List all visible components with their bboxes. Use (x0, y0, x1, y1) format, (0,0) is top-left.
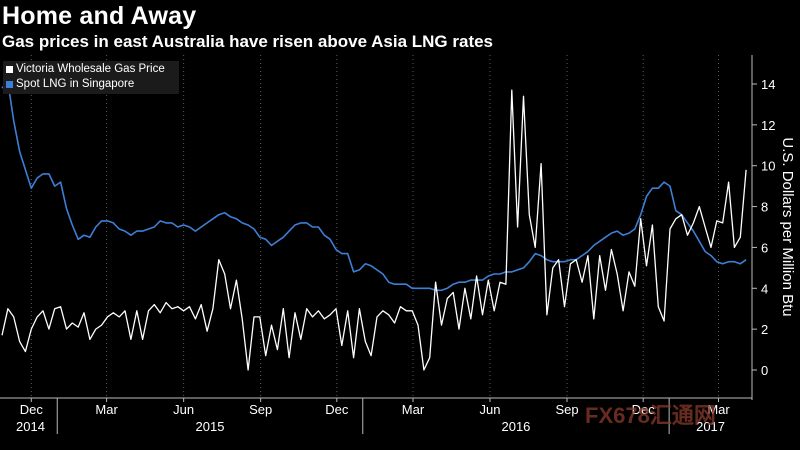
series-lines (1, 81, 747, 371)
x-tick-label-9: Mar (707, 402, 730, 417)
year-label-2017: 2017 (696, 419, 725, 434)
legend-item-victoria: Victoria Wholesale Gas Price (6, 62, 165, 77)
x-tick-label-7: Sep (555, 402, 578, 417)
x-tick-label-4: Dec (325, 402, 349, 417)
x-tick-label-6: Jun (480, 402, 501, 417)
year-label-2014: 2014 (16, 419, 45, 434)
y-tick-label-4: 4 (761, 281, 768, 296)
x-tick-label-3: Sep (249, 402, 272, 417)
x-tick-label-0: Dec (20, 402, 44, 417)
x-tick-label-5: Mar (402, 402, 425, 417)
x-axis: Dec Mar Jun Sep Dec Mar Jun Sep Dec Mar 2014 2015 20… (0, 397, 752, 434)
legend-label-victoria: Victoria Wholesale Gas Price (16, 63, 165, 75)
y-tick-label-8: 8 (761, 200, 768, 215)
legend-label-lng: Spot LNG in Singapore (16, 78, 135, 90)
y-tick-label-2: 2 (761, 322, 768, 337)
series-line-lng (1, 81, 747, 292)
year-label-2016: 2016 (501, 419, 530, 434)
series-line-victoria (1, 89, 747, 371)
x-tick-label-2: Jun (173, 402, 194, 417)
legend-swatch-victoria (6, 66, 13, 73)
y-axis: 0 2 4 6 8 10 12 14 (751, 55, 775, 400)
y-tick-label-12: 12 (761, 118, 775, 133)
year-label-2015: 2015 (196, 419, 225, 434)
chart-subtitle: Gas prices in east Australia have risen … (2, 32, 494, 51)
watermark-logo: FX678汇通网 (585, 403, 716, 428)
y-axis-label: U.S. Dollars per Million Btu (779, 137, 796, 316)
chart-legend: Victoria Wholesale Gas Price Spot LNG in… (3, 61, 179, 94)
y-tick-label-6: 6 (761, 240, 768, 255)
chart-title: Home and Away (2, 2, 197, 30)
y-tick-label-0: 0 (761, 363, 768, 378)
legend-item-lng: Spot LNG in Singapore (6, 77, 165, 92)
y-tick-label-10: 10 (761, 159, 775, 174)
x-tick-label-1: Mar (95, 402, 118, 417)
x-tick-label-8: Dec (632, 402, 656, 417)
legend-swatch-lng (6, 81, 13, 88)
gridlines (30, 55, 720, 398)
y-tick-label-14: 14 (761, 77, 775, 92)
